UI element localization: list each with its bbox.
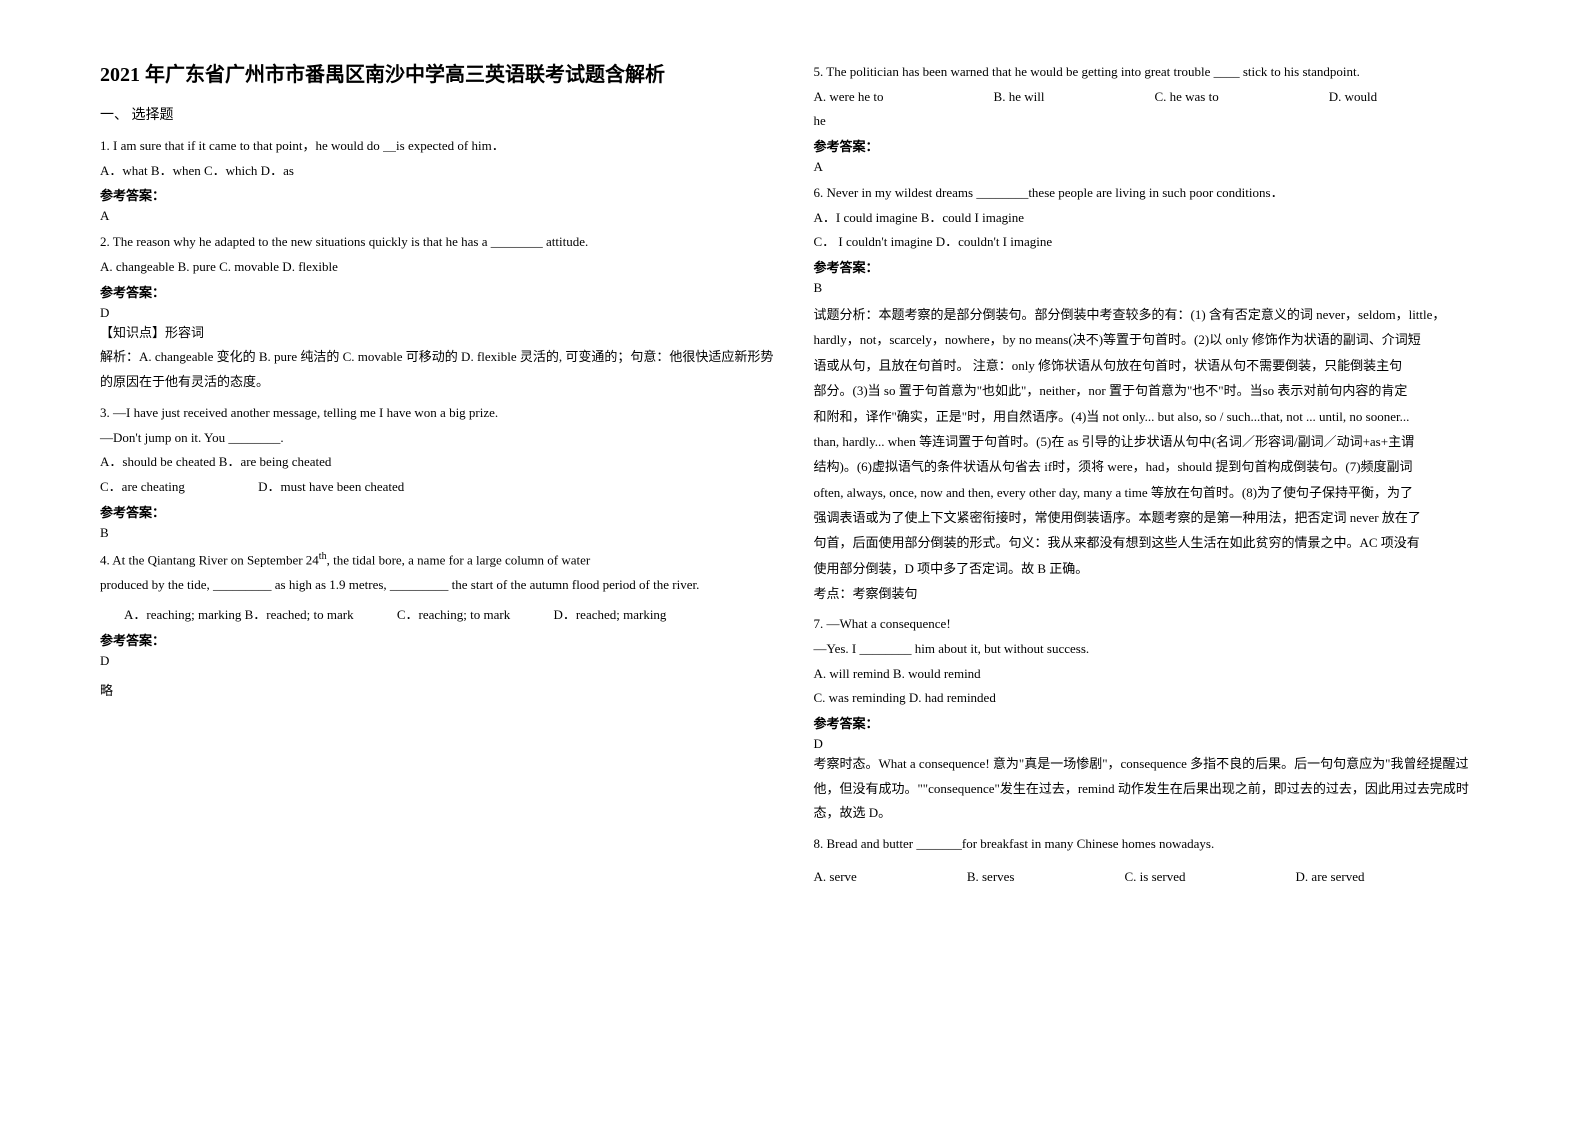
- q3-optD: D．must have been cheated: [258, 479, 404, 494]
- q4-stem2: produced by the tide, _________ as high …: [100, 573, 774, 598]
- q5-optA: A. were he to: [814, 89, 884, 104]
- q6-explanation-block: 试题分析：本题考察的是部分倒装句。部分倒装中考查较多的有：(1) 含有否定意义的…: [814, 302, 1488, 606]
- q4-sup: th: [319, 551, 327, 562]
- question-3: 3. —I have just received another message…: [100, 401, 774, 500]
- q1-answer-label: 参考答案：: [100, 185, 774, 204]
- img-line-0: 试题分析：本题考察的是部分倒装句。部分倒装中考查较多的有：(1) 含有否定意义的…: [814, 302, 1488, 327]
- q7-stem: 7. —What a consequence!: [814, 612, 1488, 637]
- q5-optD: D. would he: [814, 89, 1378, 129]
- q3-line2: —Don't jump on it. You ________.: [100, 426, 774, 451]
- question-7: 7. —What a consequence! —Yes. I ________…: [814, 612, 1488, 711]
- q5-answer-label: 参考答案：: [814, 136, 1488, 155]
- q2-answer: D: [100, 305, 774, 321]
- q4-stem1b: , the tidal bore, a name for a large col…: [327, 552, 591, 567]
- q3-optC: C．are cheating: [100, 479, 185, 494]
- q7-optsAB: A. will remind B. would remind: [814, 662, 1488, 687]
- q8-optD: D. are served: [1296, 869, 1365, 884]
- q2-explain: 解析：A. changeable 变化的 B. pure 纯洁的 C. mova…: [100, 345, 774, 394]
- section-heading: 一、 选择题: [100, 104, 774, 124]
- img-line-11: 考点：考察倒装句: [814, 581, 1488, 606]
- q7-optsCD: C. was reminding D. had reminded: [814, 686, 1488, 711]
- exam-title: 2021 年广东省广州市市番禺区南沙中学高三英语联考试题含解析: [100, 60, 774, 90]
- q8-optA: A. serve: [814, 869, 857, 884]
- question-4: 4. At the Qiantang River on September 24…: [100, 547, 774, 598]
- question-8: 8. Bread and butter _______for breakfast…: [814, 832, 1488, 857]
- q6-optsAB: A．I could imagine B．could I imagine: [814, 206, 1488, 231]
- img-line-4: 和附和，译作"确实，正是"时，用自然语序。(4)当 not only... bu…: [814, 404, 1488, 429]
- q8-stem: 8. Bread and butter _______for breakfast…: [814, 832, 1488, 857]
- q1-options: A．what B．when C．which D．as: [100, 159, 774, 184]
- q6-answer: B: [814, 280, 1488, 296]
- q3-answer-label: 参考答案：: [100, 502, 774, 521]
- q3-optsAB: A．should be cheated B．are being cheated: [100, 450, 774, 475]
- q7-explain: 考察时态。What a consequence! 意为"真是一场惨剧"，cons…: [814, 752, 1488, 826]
- img-line-7: often, always, once, now and then, every…: [814, 480, 1488, 505]
- img-line-2: 语或从句，且放在句首时。 注意：only 修饰状语从句放在句首时，状语从句不需要…: [814, 353, 1488, 378]
- q5-options: A. were he to B. he will C. he was toD. wo…: [814, 85, 1488, 134]
- question-2: 2. The reason why he adapted to the new …: [100, 230, 774, 279]
- q8-optC: C. is served: [1125, 869, 1186, 884]
- q7-answer: D: [814, 736, 1488, 752]
- img-line-5: than, hardly... when 等连词置于句首时。(5)在 as 引导…: [814, 429, 1488, 454]
- q3-answer: B: [100, 525, 774, 541]
- q8-optB: B. serves: [967, 869, 1015, 884]
- q4-optA: A．reaching; marking B．reached; to mark: [124, 607, 354, 622]
- q4-answer-label: 参考答案：: [100, 630, 774, 649]
- q4-options: A．reaching; marking B．reached; to mark C…: [124, 603, 774, 628]
- img-line-3: 部分。(3)当 so 置于句首意为"也如此"，neither，nor 置于句首意…: [814, 378, 1488, 403]
- question-6: 6. Never in my wildest dreams ________th…: [814, 181, 1488, 255]
- question-5: 5. The politician has been warned that h…: [814, 60, 1488, 134]
- q2-options: A. changeable B. pure C. movable D. flex…: [100, 255, 774, 280]
- q4-answer: D: [100, 653, 774, 669]
- q4-note: 略: [100, 679, 774, 704]
- q2-knowledge: 【知识点】形容词: [100, 321, 774, 346]
- img-line-6: 结构)。(6)虚拟语气的条件状语从句省去 if时，须将 were，had，sho…: [814, 454, 1488, 479]
- img-line-8: 强调表语或为了使上下文紧密衔接时，常使用倒装语序。本题考察的是第一种用法，把否定…: [814, 505, 1488, 530]
- q2-answer-label: 参考答案：: [100, 282, 774, 301]
- q4-stem1: 4. At the Qiantang River on September 24: [100, 552, 319, 567]
- img-line-9: 句首，后面使用部分倒装的形式。句义：我从来都没有想到这些人生活在如此贫穷的情景之…: [814, 530, 1488, 555]
- q4-optC: C．reaching; to mark: [397, 607, 510, 622]
- q2-stem: 2. The reason why he adapted to the new …: [100, 230, 774, 255]
- img-line-1: hardly，not，scarcely，nowhere，by no means(…: [814, 327, 1488, 352]
- q5-answer: A: [814, 159, 1488, 175]
- q7-answer-label: 参考答案：: [814, 713, 1488, 732]
- img-line-10: 使用部分倒装，D 项中多了否定词。故 B 正确。: [814, 556, 1488, 581]
- q3-stem: 3. —I have just received another message…: [100, 401, 774, 426]
- q5-optB: B. he will: [994, 89, 1045, 104]
- q3-optsCD: C．are cheating D．must have been cheated: [100, 475, 774, 500]
- question-1: 1. I am sure that if it came to that poi…: [100, 134, 774, 183]
- q6-answer-label: 参考答案：: [814, 257, 1488, 276]
- q6-stem: 6. Never in my wildest dreams ________th…: [814, 181, 1488, 206]
- q1-stem: 1. I am sure that if it came to that poi…: [100, 134, 774, 159]
- q5-optC: C. he was to: [1154, 89, 1218, 104]
- q7-line2: —Yes. I ________ him about it, but witho…: [814, 637, 1488, 662]
- q4-optD: D．reached; marking: [553, 607, 666, 622]
- q1-answer: A: [100, 208, 774, 224]
- left-column: 2021 年广东省广州市市番禺区南沙中学高三英语联考试题含解析 一、 选择题 1…: [80, 60, 794, 1062]
- q6-optsCD: C． I couldn't imagine D．couldn't I imagi…: [814, 230, 1488, 255]
- q8-options: A. serve B. serves C. is served D. are serv…: [814, 865, 1488, 890]
- q4-stem-line1: 4. At the Qiantang River on September 24…: [100, 547, 774, 573]
- q5-stem: 5. The politician has been warned that h…: [814, 60, 1488, 85]
- right-column: 5. The politician has been warned that h…: [794, 60, 1508, 1062]
